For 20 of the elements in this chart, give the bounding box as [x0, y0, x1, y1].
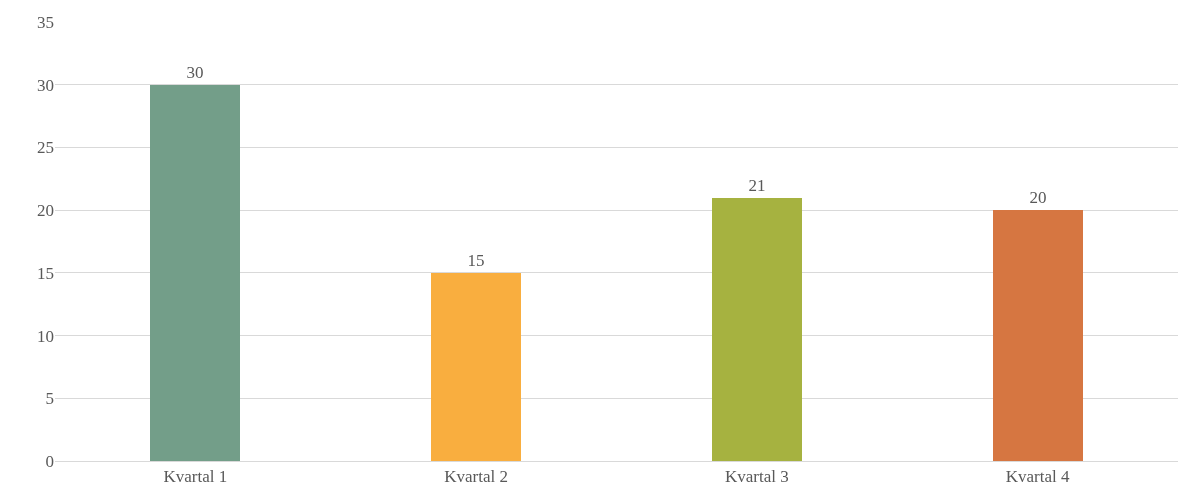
- x-tick-label: Kvartal 4: [1005, 467, 1070, 487]
- bar: [431, 273, 521, 461]
- bar: [712, 198, 802, 461]
- y-tick-label: 10: [37, 326, 54, 346]
- y-tick-label: 20: [37, 201, 54, 221]
- x-tick-label: Kvartal 1: [163, 467, 228, 487]
- y-tick-label: 30: [37, 75, 54, 95]
- data-label: 30: [186, 63, 204, 82]
- y-tick-label: 35: [37, 12, 54, 32]
- data-label: 21: [748, 176, 766, 195]
- y-tick-label: 5: [45, 389, 54, 409]
- bar: [150, 85, 240, 461]
- y-tick-label: 25: [37, 138, 54, 158]
- data-label: 15: [467, 251, 485, 270]
- y-tick-label: 15: [37, 263, 54, 283]
- x-tick-label: Kvartal 3: [725, 467, 789, 487]
- data-label: 20: [1029, 188, 1047, 207]
- bar: [993, 210, 1083, 461]
- y-tick-label: 0: [45, 451, 54, 471]
- x-tick-label: Kvartal 2: [444, 467, 508, 487]
